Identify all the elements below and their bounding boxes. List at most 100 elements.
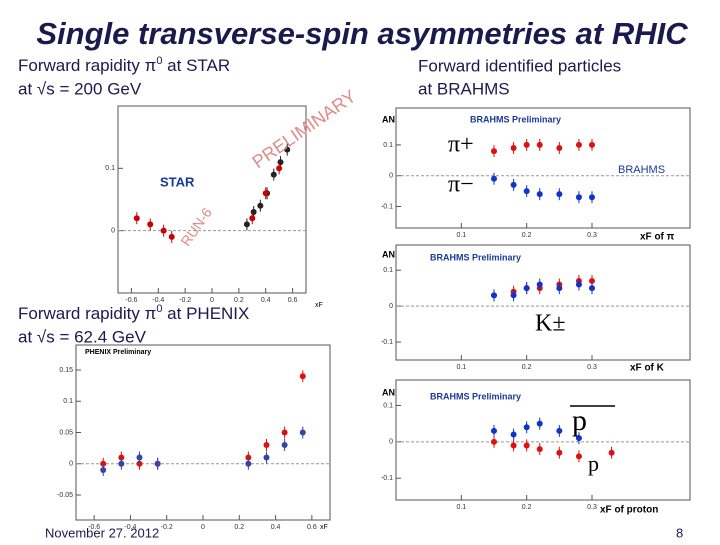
x-tick-label: 0.6 xyxy=(307,524,317,531)
data-point xyxy=(491,427,497,434)
plot-frame xyxy=(75,344,331,521)
plot-label: xF of proton xyxy=(600,505,658,516)
data-point xyxy=(523,141,530,148)
data-point xyxy=(154,460,161,467)
y-tick-label: 0 xyxy=(111,228,115,235)
caption: Forward rapidity π0 at PHENIX xyxy=(18,303,249,324)
y-tick-label: 0 xyxy=(389,173,393,180)
data-point xyxy=(589,285,595,292)
data-point xyxy=(281,442,288,448)
data-point xyxy=(491,175,497,182)
x-tick-label: 0.2 xyxy=(234,297,244,304)
caption-text: Forward rapidity π xyxy=(18,56,156,75)
plot-label: BRAHMS Preliminary xyxy=(430,252,521,262)
data-point xyxy=(257,202,264,209)
data-point xyxy=(118,454,125,461)
superscript: 0 xyxy=(156,55,162,67)
caption-text: at STAR xyxy=(162,56,230,75)
caption: at BRAHMS xyxy=(418,79,510,98)
x-tick-label: -0.6 xyxy=(88,524,100,531)
plot-label: xF xyxy=(315,302,323,309)
data-point xyxy=(536,446,543,453)
data-point xyxy=(556,145,563,151)
data-point xyxy=(589,277,595,284)
data-point xyxy=(262,190,269,197)
data-point xyxy=(523,424,530,431)
data-point xyxy=(100,460,107,467)
y-tick-label: -0.1 xyxy=(381,339,393,346)
data-point xyxy=(491,438,497,445)
plot-label: xF of K xyxy=(630,363,665,374)
x-tick-label: 0.6 xyxy=(288,297,298,304)
data-point xyxy=(523,285,530,292)
x-tick-label: 0.1 xyxy=(456,232,466,239)
data-point xyxy=(277,159,284,166)
data-point xyxy=(556,427,563,434)
x-tick-label: 0 xyxy=(201,524,205,531)
data-point xyxy=(608,449,615,456)
data-point xyxy=(556,285,563,292)
y-tick-label: -0.1 xyxy=(381,475,393,482)
data-point xyxy=(536,141,543,148)
data-point xyxy=(510,442,517,449)
plot-label: BRAHMS Preliminary xyxy=(430,391,521,401)
data-point xyxy=(270,171,277,178)
caption: at √s = 62.4 GeV xyxy=(18,327,147,346)
caption: Forward rapidity π0 at STAR xyxy=(18,55,230,76)
data-point xyxy=(575,281,582,288)
data-point xyxy=(284,146,291,153)
x-tick-label: 0.3 xyxy=(587,364,597,371)
superscript: 0 xyxy=(156,303,162,315)
x-tick-label: -0.2 xyxy=(179,297,191,304)
y-tick-label: -0.05 xyxy=(57,492,73,499)
x-tick-label: 0 xyxy=(210,297,214,304)
y-tick-label: 0.1 xyxy=(63,398,73,405)
data-point xyxy=(510,431,517,438)
data-point xyxy=(575,435,582,442)
slide-title: Single transverse-spin asymmetries at RH… xyxy=(36,16,688,51)
data-point xyxy=(589,194,595,201)
plot-frame xyxy=(117,105,307,294)
x-tick-label: 0.2 xyxy=(522,364,532,371)
data-point xyxy=(491,292,497,299)
x-tick-label: 0.1 xyxy=(456,504,466,511)
data-point xyxy=(575,453,582,460)
plot-label: AN xyxy=(382,114,395,124)
x-tick-label: 0.1 xyxy=(456,364,466,371)
data-point xyxy=(276,165,283,172)
data-point xyxy=(589,141,595,148)
x-tick-label: -0.6 xyxy=(125,297,137,304)
data-point xyxy=(491,148,497,155)
data-point xyxy=(575,141,582,148)
plot-label: PHENIX Preliminary xyxy=(85,349,151,356)
data-point xyxy=(510,145,517,151)
x-tick-label: 0.2 xyxy=(522,504,532,511)
caption: Forward identified particles xyxy=(418,56,621,75)
y-tick-label: 0.1 xyxy=(105,165,115,172)
data-point xyxy=(575,194,582,201)
x-tick-label: 0.4 xyxy=(261,297,271,304)
panel-label: K± xyxy=(535,311,566,337)
plot-label: STAR xyxy=(160,174,195,189)
data-point xyxy=(245,460,252,467)
y-tick-label: 0 xyxy=(69,461,73,468)
data-point xyxy=(147,221,154,228)
caption: at √s = 200 GeV xyxy=(18,79,142,98)
data-point xyxy=(523,188,530,195)
plot-label: BRAHMS Preliminary xyxy=(470,114,561,124)
caption-text: Forward rapidity π xyxy=(18,304,156,323)
x-tick-label: -0.4 xyxy=(152,297,164,304)
data-point xyxy=(536,420,543,427)
x-tick-label: 0.4 xyxy=(271,524,281,531)
data-point xyxy=(160,227,167,234)
y-tick-label: 0 xyxy=(389,303,393,310)
panel-label: p xyxy=(588,451,599,476)
data-point xyxy=(245,454,252,461)
data-point xyxy=(243,221,250,228)
data-point xyxy=(168,233,175,240)
data-point xyxy=(136,454,143,461)
data-point xyxy=(250,208,257,215)
data-point xyxy=(100,467,107,473)
x-tick-label: 0.3 xyxy=(587,232,597,239)
